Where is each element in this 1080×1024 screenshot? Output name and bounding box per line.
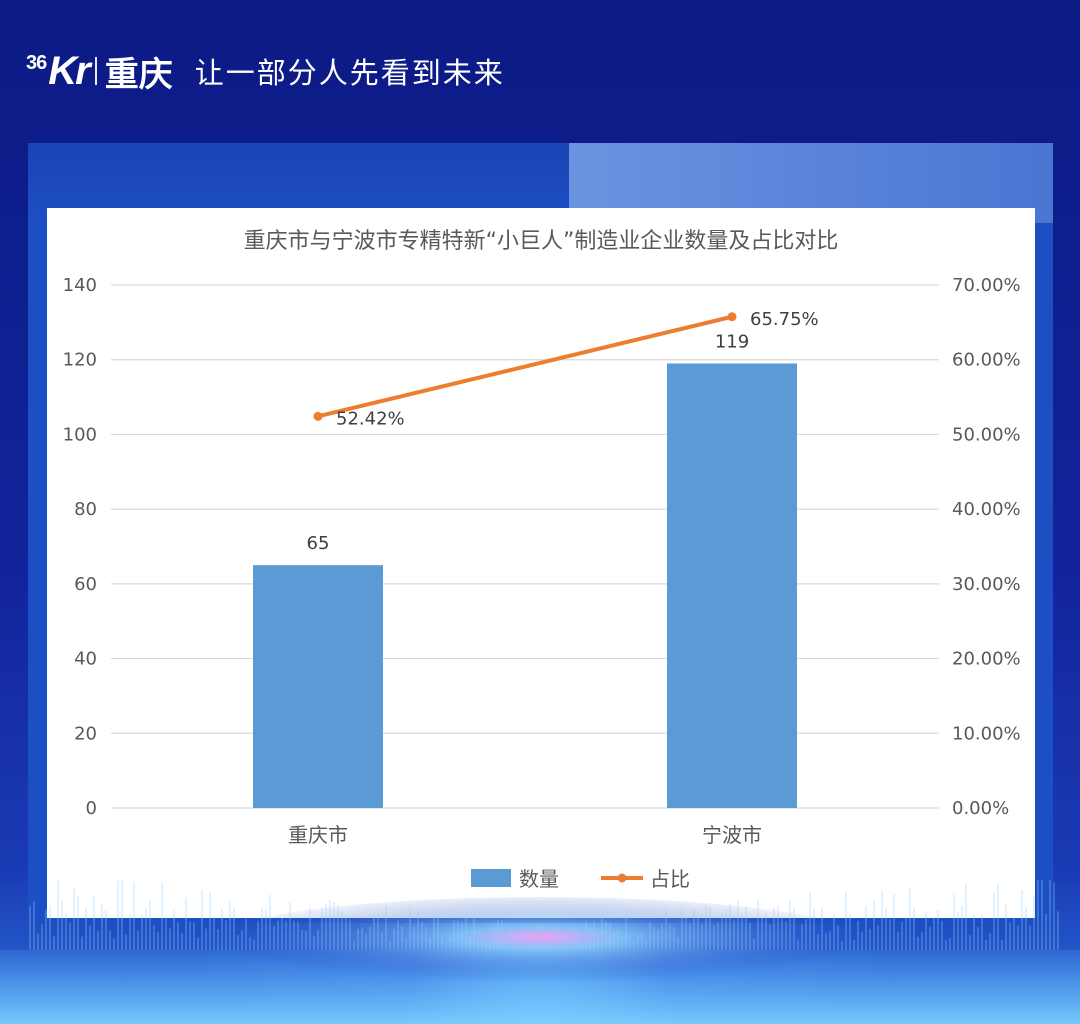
y-left-tick-label: 40 [74,649,97,670]
legend-label: 数量 [519,867,559,891]
logo-36: 36 [26,51,47,74]
x-axis-categories: 重庆市 宁波市 [288,823,762,847]
y-right-tick-label: 20.00% [952,649,1021,670]
y-left-tick-label: 20 [74,723,97,744]
gridlines [111,284,939,809]
line-data-label: 52.42% [336,408,405,429]
legend-swatch-bar [471,869,511,887]
logo-divider [94,57,97,85]
chart-title: 重庆市与宁波市专精特新“小巨人”制造业企业数量及占比对比 [244,229,839,254]
line-data-labels: 52.42% 65.75% [336,309,819,430]
y-right-tick-label: 70.00% [952,275,1021,296]
bar-data-labels: 65 119 [307,331,750,554]
y-axis-left: 0 20 40 60 80 100 120 140 [63,275,97,819]
y-right-tick-label: 50.00% [952,424,1021,445]
y-right-tick-label: 0.00% [952,798,1009,819]
bar-series [253,363,797,808]
bar-data-label: 119 [715,331,749,352]
line-data-label: 65.75% [750,309,819,330]
bar [253,565,383,808]
slogan: 让一部分人先看到未来 [194,56,505,90]
header: 36 Kr 重庆 让一部分人先看到未来 [26,46,505,96]
bar [667,363,797,808]
chart-card: 重庆市与宁波市专精特新“小巨人”制造业企业数量及占比对比 0 20 40 60 80 10… [47,208,1035,918]
y-left-tick-label: 100 [63,424,97,445]
y-left-tick-label: 60 [74,574,97,595]
y-left-tick-label: 80 [74,499,97,520]
bar-data-label: 65 [307,533,330,554]
bottom-decoration [0,880,1080,1024]
y-right-tick-label: 40.00% [952,499,1021,520]
chart: 重庆市与宁波市专精特新“小巨人”制造业企业数量及占比对比 0 20 40 60 80 10… [63,229,1021,891]
y-right-tick-label: 10.00% [952,723,1021,744]
y-right-tick-label: 30.00% [952,574,1021,595]
line-point [727,312,737,322]
y-left-tick-label: 0 [86,798,97,819]
x-category-label: 宁波市 [702,823,762,847]
line-path [316,314,734,419]
y-left-tick-label: 140 [63,275,97,296]
legend-swatch-marker [617,873,627,883]
x-category-label: 重庆市 [288,823,348,847]
logo-city: 重庆 [104,54,173,95]
36kr-logo: 36 Kr 重庆 [26,47,173,96]
legend: 数量 占比 [471,867,690,891]
y-left-tick-label: 120 [63,350,97,371]
line-series [313,312,737,421]
y-axis-right: 0.00% 10.00% 20.00% 30.00% 40.00% 50.00% 60.00… [952,275,1021,819]
legend-label: 占比 [650,867,690,891]
line-point [313,411,323,421]
logo-kr: Kr [48,48,90,93]
y-right-tick-label: 60.00% [952,350,1021,371]
